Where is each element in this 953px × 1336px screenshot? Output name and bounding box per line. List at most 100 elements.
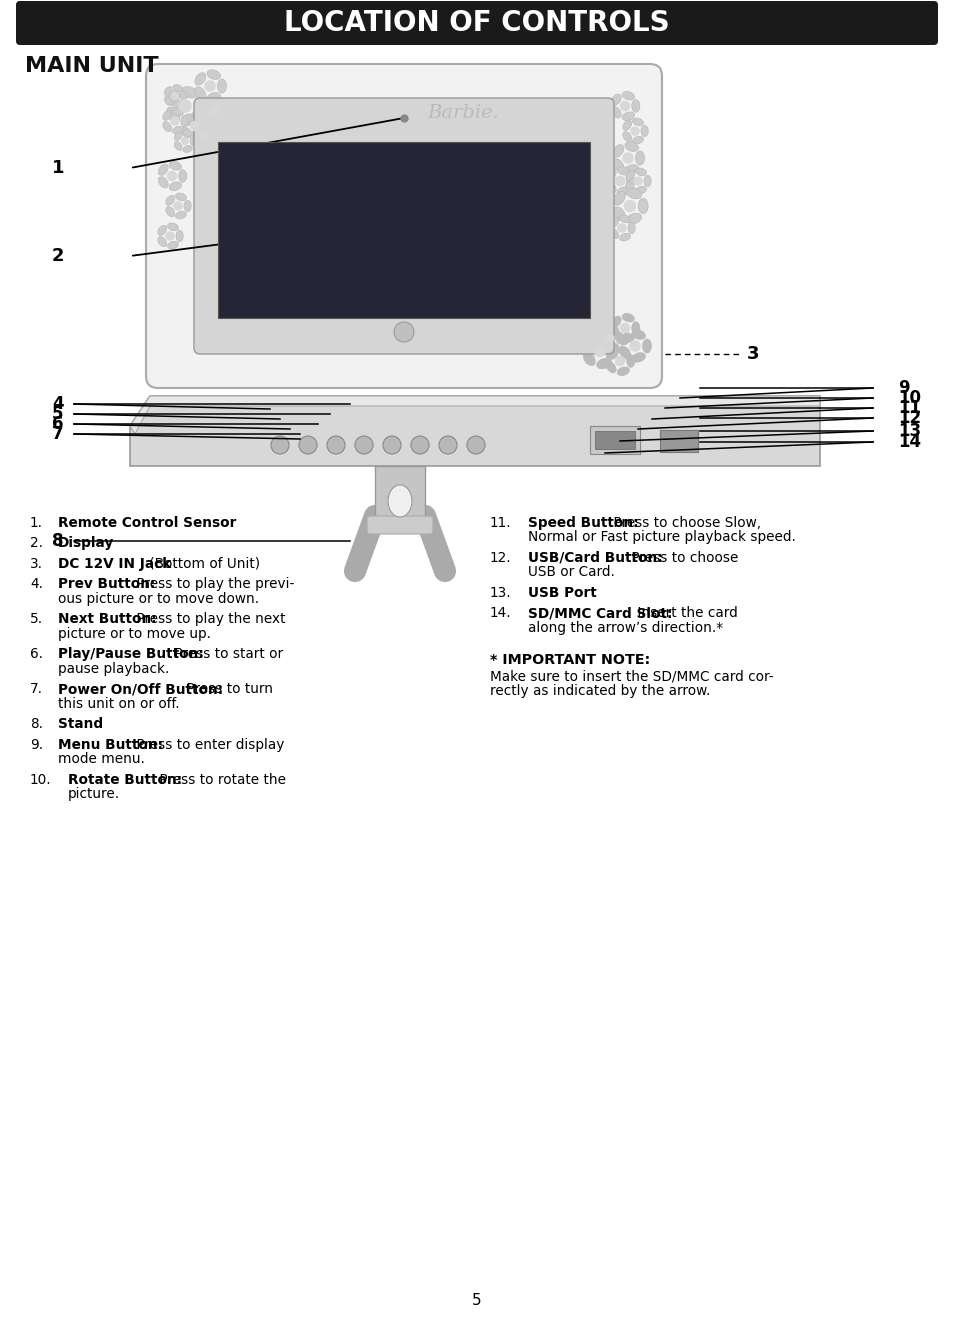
Text: 12.: 12. — [490, 550, 511, 565]
Ellipse shape — [596, 333, 611, 343]
Ellipse shape — [174, 142, 182, 151]
Ellipse shape — [172, 127, 183, 134]
Ellipse shape — [598, 327, 606, 338]
Circle shape — [622, 154, 633, 163]
Ellipse shape — [180, 91, 187, 102]
Ellipse shape — [608, 343, 618, 358]
Circle shape — [173, 202, 182, 210]
Ellipse shape — [168, 242, 178, 248]
Text: ous picture or to move down.: ous picture or to move down. — [58, 592, 259, 607]
Ellipse shape — [616, 333, 622, 343]
Ellipse shape — [201, 120, 210, 132]
Ellipse shape — [164, 87, 172, 95]
Ellipse shape — [625, 182, 634, 191]
Circle shape — [168, 171, 176, 180]
Text: Menu Button:: Menu Button: — [58, 737, 163, 752]
Circle shape — [172, 92, 178, 99]
Ellipse shape — [217, 79, 226, 94]
Ellipse shape — [618, 234, 630, 240]
Circle shape — [619, 102, 629, 111]
Text: 2: 2 — [52, 247, 65, 265]
Ellipse shape — [626, 175, 634, 187]
Text: pause playback.: pause playback. — [58, 663, 170, 676]
Text: LOCATION OF CONTROLS: LOCATION OF CONTROLS — [284, 9, 669, 37]
Ellipse shape — [632, 118, 642, 126]
Ellipse shape — [181, 115, 188, 127]
Text: Press to choose Slow,: Press to choose Slow, — [608, 516, 760, 530]
Text: Press to turn: Press to turn — [182, 683, 273, 696]
FancyBboxPatch shape — [193, 98, 614, 354]
Ellipse shape — [172, 100, 182, 107]
Ellipse shape — [166, 195, 174, 206]
Text: 4: 4 — [52, 395, 64, 413]
Ellipse shape — [213, 116, 223, 124]
Circle shape — [618, 224, 625, 232]
Text: USB/Card Button:: USB/Card Button: — [527, 550, 662, 565]
Ellipse shape — [631, 100, 639, 112]
Text: 13: 13 — [897, 422, 921, 440]
Text: Barbie.: Barbie. — [427, 104, 498, 122]
Ellipse shape — [611, 329, 620, 339]
Ellipse shape — [626, 214, 640, 224]
Text: 14: 14 — [897, 433, 921, 452]
Text: MAIN UNIT: MAIN UNIT — [25, 56, 158, 76]
Text: Play/Pause Button:: Play/Pause Button: — [58, 648, 204, 661]
Circle shape — [615, 357, 624, 366]
Text: 5: 5 — [472, 1293, 481, 1308]
Text: rectly as indicated by the arrow.: rectly as indicated by the arrow. — [490, 684, 710, 697]
Ellipse shape — [613, 191, 625, 206]
Ellipse shape — [625, 171, 634, 180]
Text: * IMPORTANT NOTE:: * IMPORTANT NOTE: — [490, 653, 650, 668]
Ellipse shape — [618, 215, 630, 223]
Ellipse shape — [640, 126, 647, 136]
Ellipse shape — [598, 338, 606, 349]
Text: along the arrow’s direction.*: along the arrow’s direction.* — [527, 621, 722, 635]
Text: USB Port: USB Port — [527, 587, 597, 600]
Ellipse shape — [192, 132, 204, 140]
Ellipse shape — [167, 90, 180, 106]
Circle shape — [355, 436, 373, 454]
Ellipse shape — [643, 175, 651, 187]
Ellipse shape — [621, 334, 634, 342]
Text: SD/MMC Card Slot:: SD/MMC Card Slot: — [527, 607, 672, 620]
Circle shape — [205, 81, 214, 91]
Ellipse shape — [582, 337, 595, 350]
Ellipse shape — [181, 114, 197, 126]
Text: Press to play the previ-: Press to play the previ- — [132, 577, 294, 592]
Text: mode menu.: mode menu. — [58, 752, 145, 767]
Ellipse shape — [202, 123, 213, 131]
Text: Press to enter display: Press to enter display — [132, 737, 285, 752]
Text: 8.: 8. — [30, 717, 43, 732]
Ellipse shape — [194, 72, 206, 86]
FancyBboxPatch shape — [16, 1, 937, 45]
Text: Stand: Stand — [58, 717, 103, 732]
Text: Press to play the next: Press to play the next — [132, 612, 286, 627]
Ellipse shape — [181, 127, 191, 138]
Ellipse shape — [621, 91, 634, 100]
Ellipse shape — [641, 339, 651, 353]
Ellipse shape — [183, 146, 193, 152]
Ellipse shape — [611, 107, 620, 118]
Ellipse shape — [627, 222, 635, 234]
Ellipse shape — [203, 100, 212, 111]
Ellipse shape — [190, 136, 196, 146]
FancyBboxPatch shape — [367, 516, 433, 534]
Text: 10: 10 — [897, 389, 920, 407]
Text: Press to choose: Press to choose — [626, 550, 738, 565]
Ellipse shape — [612, 144, 623, 158]
Ellipse shape — [167, 107, 180, 122]
Ellipse shape — [207, 92, 220, 103]
Ellipse shape — [617, 346, 629, 355]
Ellipse shape — [203, 112, 212, 122]
Circle shape — [629, 341, 639, 351]
Ellipse shape — [606, 362, 616, 373]
Circle shape — [211, 107, 219, 115]
Text: 7: 7 — [52, 425, 64, 444]
Circle shape — [624, 200, 635, 211]
Ellipse shape — [172, 84, 182, 91]
Ellipse shape — [626, 188, 640, 199]
Ellipse shape — [606, 349, 616, 361]
Ellipse shape — [607, 325, 618, 333]
Ellipse shape — [192, 111, 204, 120]
Circle shape — [634, 176, 641, 184]
